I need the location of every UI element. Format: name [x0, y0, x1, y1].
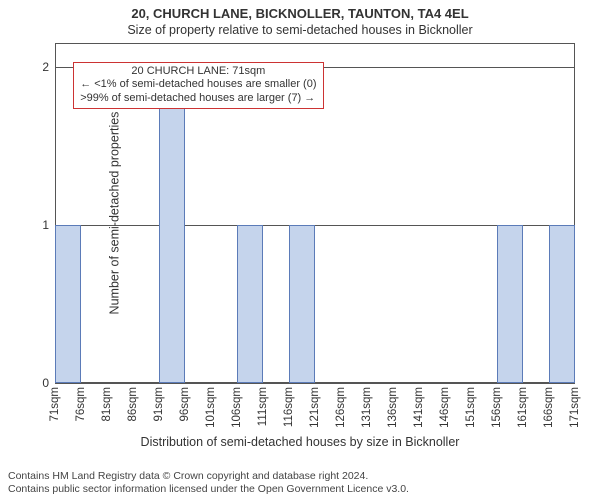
x-tick-label: 166sqm [543, 387, 555, 428]
x-tick-label: 156sqm [491, 387, 503, 428]
footer-attribution: Contains HM Land Registry data © Crown c… [8, 470, 592, 496]
x-tick-label: 101sqm [205, 387, 217, 428]
y-axis-label: Number of semi-detached properties [107, 112, 121, 315]
x-tick-label: 76sqm [75, 387, 87, 422]
x-axis-label: Distribution of semi-detached houses by … [0, 435, 600, 449]
x-tick-label: 146sqm [439, 387, 451, 428]
x-tick-label: 151sqm [465, 387, 477, 428]
page-subtitle: Size of property relative to semi-detach… [0, 23, 600, 37]
x-tick-label: 116sqm [283, 387, 295, 427]
y-gridline [55, 383, 575, 384]
annotation-line-1: 20 CHURCH LANE: 71sqm [80, 65, 316, 79]
histogram-bar [549, 225, 575, 383]
x-tick-label: 111sqm [257, 387, 269, 426]
x-tick-label: 171sqm [569, 387, 581, 428]
x-tick-label: 86sqm [127, 387, 139, 422]
histogram-bar [237, 225, 263, 383]
x-tick-label: 106sqm [231, 387, 243, 428]
x-tick-label: 131sqm [361, 387, 373, 428]
histogram-bar [159, 67, 185, 383]
x-tick-label: 136sqm [387, 387, 399, 428]
x-tick-label: 91sqm [153, 387, 165, 422]
y-tick-label: 0 [42, 376, 49, 390]
y-tick-label: 1 [42, 218, 49, 232]
footer-line-1: Contains HM Land Registry data © Crown c… [8, 470, 592, 483]
y-tick-label: 2 [42, 60, 49, 74]
x-tick-label: 71sqm [49, 387, 61, 422]
histogram-bar [497, 225, 523, 383]
x-tick-label: 81sqm [101, 387, 113, 422]
x-tick-label: 121sqm [309, 387, 321, 428]
page-title: 20, CHURCH LANE, BICKNOLLER, TAUNTON, TA… [0, 6, 600, 21]
x-tick-label: 161sqm [517, 387, 529, 428]
annotation-line-3: >99% of semi-detached houses are larger … [80, 92, 316, 106]
plot-area: 01271sqm76sqm81sqm86sqm91sqm96sqm101sqm1… [55, 43, 575, 383]
histogram-bar [289, 225, 315, 383]
chart-container: 01271sqm76sqm81sqm86sqm91sqm96sqm101sqm1… [55, 43, 575, 383]
footer-line-2: Contains public sector information licen… [8, 483, 592, 496]
histogram-bar [55, 225, 81, 383]
x-tick-label: 96sqm [179, 387, 191, 422]
x-tick-label: 141sqm [413, 387, 425, 428]
annotation-box: 20 CHURCH LANE: 71sqm← <1% of semi-detac… [73, 62, 323, 109]
x-tick-label: 126sqm [335, 387, 347, 428]
annotation-line-2: ← <1% of semi-detached houses are smalle… [80, 78, 316, 92]
